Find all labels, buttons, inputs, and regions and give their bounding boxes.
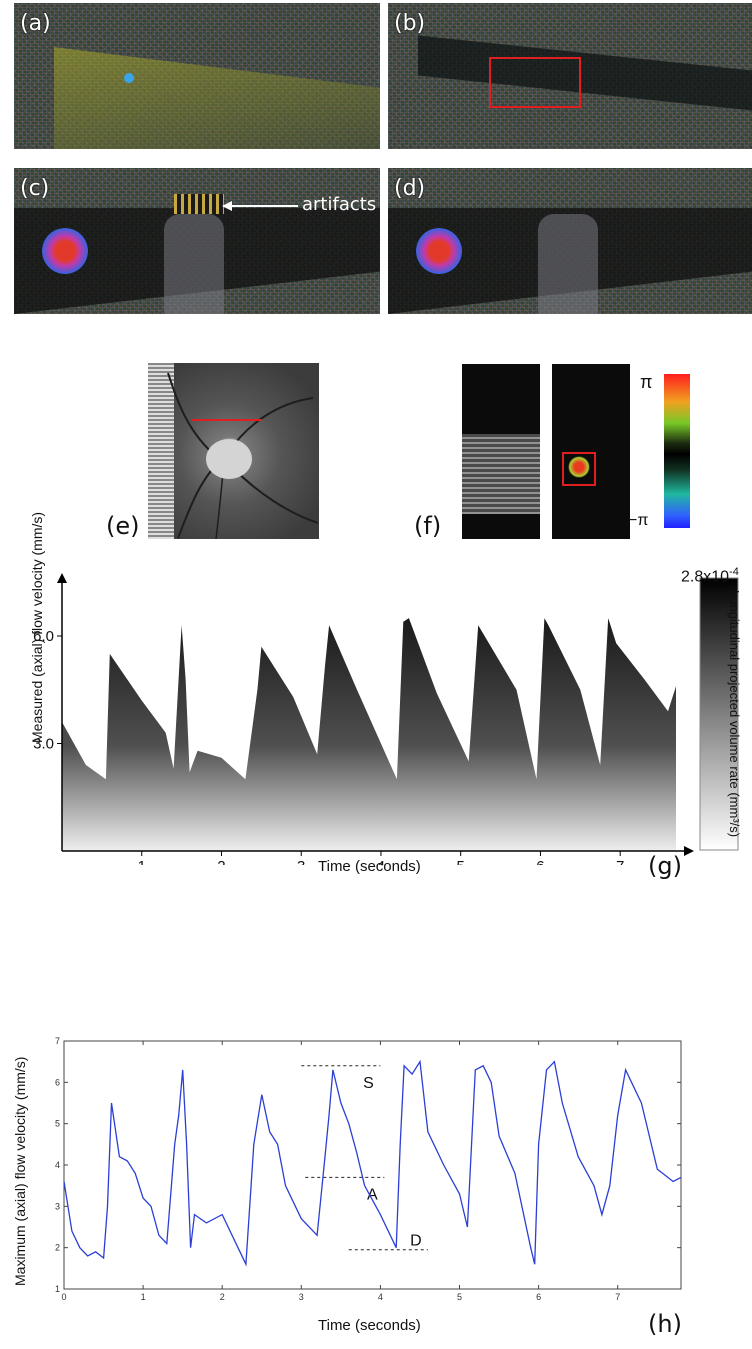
vessel-column bbox=[538, 214, 598, 314]
colorbar-max-label: 2.8x10-4 bbox=[681, 566, 739, 586]
artifacts-arrow bbox=[222, 201, 298, 211]
y-axis-arrow bbox=[57, 573, 67, 583]
x-tick-label: 6 bbox=[536, 858, 544, 865]
panel-d-label: (d) bbox=[394, 176, 426, 201]
y-tick-label: 6 bbox=[55, 1077, 60, 1087]
panel-h-label: (h) bbox=[648, 1310, 682, 1338]
panel-b-image: (b) bbox=[388, 3, 752, 149]
annotation-label: D bbox=[410, 1233, 422, 1250]
artifacts-label: artifacts bbox=[302, 194, 377, 215]
y-tick-label: 7 bbox=[55, 1036, 60, 1046]
y-tick-label: 4 bbox=[55, 1160, 60, 1170]
flow-spot bbox=[568, 456, 590, 478]
colorbar-top-label: π bbox=[640, 372, 653, 392]
panel-b-label: (b) bbox=[394, 11, 426, 36]
chart-h-annotations: S A D bbox=[301, 1065, 428, 1251]
vessel-flow bbox=[42, 228, 88, 274]
x-tick-label: 7 bbox=[616, 858, 624, 865]
retina-band bbox=[418, 35, 752, 111]
colorbar-bottom-label: −π bbox=[628, 512, 649, 529]
roi-box bbox=[489, 57, 581, 108]
chart-h-xlabel: Time (seconds) bbox=[318, 1317, 421, 1334]
chart-g: 1 2 3 4 5 6 7 3.0 6.0 bbox=[33, 573, 739, 865]
panel-d-image: (d) bbox=[388, 168, 752, 314]
chart-g-ylabel: Measured (axial) flow velocity (mm/s) bbox=[29, 511, 45, 743]
colorbar-axis-label: Longitudinal projected volume rate (mm³/… bbox=[727, 590, 742, 838]
x-tick-label: 2 bbox=[217, 858, 225, 865]
chart-g-xticks: 1 2 3 4 5 6 7 bbox=[138, 851, 624, 865]
panel-a-label: (a) bbox=[20, 11, 51, 36]
panel-c-image: artifacts (c) bbox=[14, 168, 380, 314]
max-velocity-series bbox=[63, 1059, 682, 1267]
x-tick-label: 5 bbox=[457, 1292, 462, 1302]
vessel-column bbox=[164, 214, 224, 314]
panel-f-label: (f) bbox=[414, 512, 442, 540]
scan-line bbox=[192, 419, 262, 421]
x-axis-arrow bbox=[684, 846, 694, 856]
y-tick-label: 5 bbox=[55, 1119, 60, 1129]
colorbar-max-value: 2.8x10 bbox=[681, 568, 730, 586]
y-tick-label: 2 bbox=[55, 1243, 60, 1253]
x-tick-label: 2 bbox=[220, 1292, 225, 1302]
x-tick-label: 0 bbox=[61, 1292, 66, 1302]
panel-f-structure bbox=[462, 364, 540, 539]
panel-e-label: (e) bbox=[106, 512, 140, 540]
phase-colorbar bbox=[664, 374, 690, 528]
panel-e-fundus bbox=[148, 363, 319, 539]
panel-f-flow bbox=[552, 364, 630, 539]
artifact-stripes bbox=[174, 194, 224, 214]
annotation-label: A bbox=[367, 1186, 378, 1203]
x-tick-label: 1 bbox=[138, 858, 146, 865]
optic-disc bbox=[206, 439, 252, 479]
x-tick-label: 1 bbox=[141, 1292, 146, 1302]
y-tick-label: 1 bbox=[55, 1284, 60, 1294]
x-tick-label: 4 bbox=[377, 858, 385, 865]
fundus-edge bbox=[148, 363, 174, 539]
vessel-dot bbox=[124, 73, 134, 83]
colorbar-max-exponent: -4 bbox=[729, 566, 739, 578]
panel-a-image: (a) bbox=[14, 3, 380, 149]
volume-rate-colorbar bbox=[699, 577, 739, 851]
chart-h-plot-box bbox=[63, 1040, 682, 1290]
y-tick-label: 6.0 bbox=[33, 628, 54, 645]
vessel-flow bbox=[416, 228, 462, 274]
y-tick-label: 3.0 bbox=[33, 736, 54, 753]
retina-highlight bbox=[54, 47, 380, 149]
x-tick-label: 7 bbox=[615, 1292, 620, 1302]
x-tick-label: 3 bbox=[299, 1292, 304, 1302]
panel-c-label: (c) bbox=[20, 176, 50, 201]
chart-h-ylabel: Maximum (axial) flow velocity (mm/s) bbox=[12, 1056, 28, 1286]
annotation-label: S bbox=[363, 1075, 374, 1092]
chart-g-yticks: 3.0 6.0 bbox=[33, 628, 62, 753]
structure-band bbox=[462, 434, 540, 514]
flow-velocity-heatmap bbox=[62, 618, 676, 851]
y-tick-label: 3 bbox=[55, 1201, 60, 1211]
x-tick-label: 3 bbox=[297, 858, 305, 865]
chart-g-xlabel: Time (seconds) bbox=[318, 858, 421, 875]
x-tick-label: 6 bbox=[536, 1292, 541, 1302]
panel-g-label: (g) bbox=[648, 852, 682, 880]
x-tick-label: 4 bbox=[378, 1292, 383, 1302]
x-tick-label: 5 bbox=[457, 858, 465, 865]
roi-box bbox=[562, 452, 596, 486]
chart-g-axes bbox=[57, 573, 694, 856]
